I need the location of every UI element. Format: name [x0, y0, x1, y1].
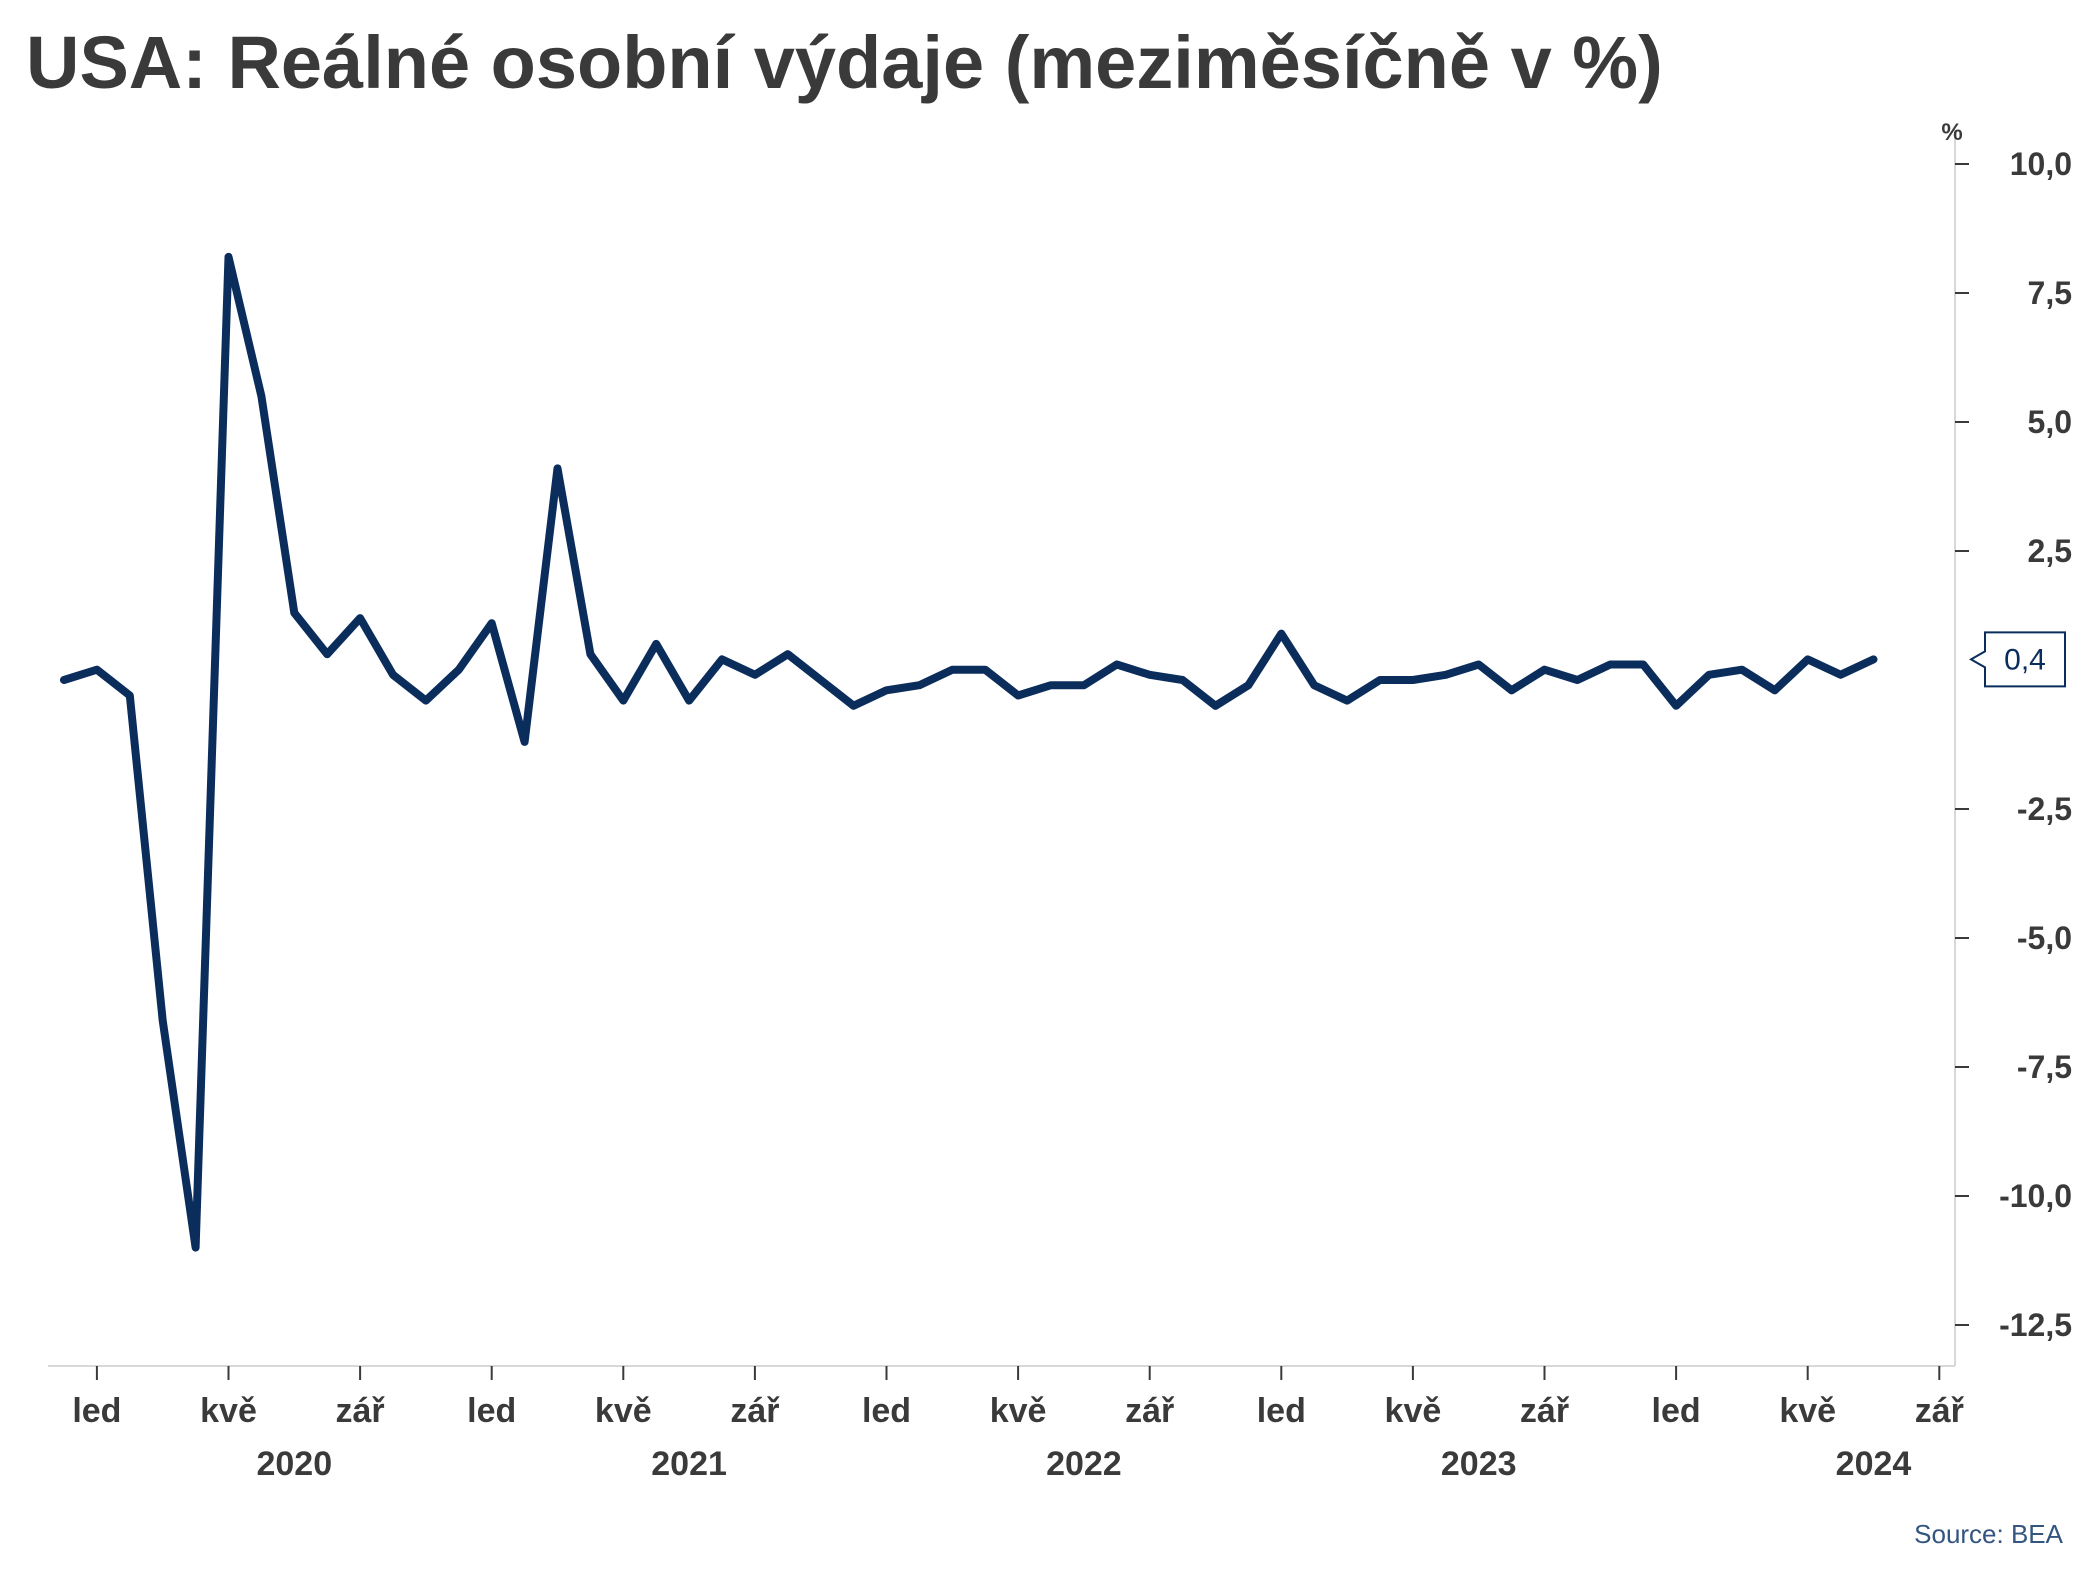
y-tick-label: -7,5 — [2017, 1049, 2072, 1085]
series-points — [63, 256, 1874, 1248]
x-tick-label: zář — [1125, 1392, 1175, 1430]
y-tick-label: -10,0 — [1999, 1178, 2072, 1214]
x-tick-label: zář — [730, 1392, 780, 1430]
x-tick-label: kvě — [595, 1392, 652, 1430]
x-tick-label: kvě — [1385, 1392, 1442, 1430]
x-tick-label: zář — [336, 1392, 386, 1430]
x-tick-label: led — [1652, 1392, 1701, 1430]
x-year-label: 2024 — [1836, 1445, 1912, 1483]
y-axis-unit-label: % — [1941, 119, 1962, 146]
x-tick-label: led — [1257, 1392, 1306, 1430]
last-value-label: 0,4 — [2004, 643, 2046, 676]
x-year-label: 2023 — [1441, 1445, 1517, 1483]
y-tick-label: -2,5 — [2017, 791, 2072, 827]
x-tick-label: kvě — [200, 1392, 257, 1430]
x-tick-label: led — [862, 1392, 911, 1430]
x-year-label: 2022 — [1046, 1445, 1122, 1483]
source-note: Source: BEA — [1914, 1519, 2063, 1549]
x-tick-label: kvě — [1779, 1392, 1836, 1430]
x-axis: led kvě zář led kvě zář led kvě zář led kvě zář led k… — [72, 1366, 1965, 1483]
y-tick-label: 7,5 — [2028, 275, 2072, 311]
y-axis: 10,0 7,5 5,0 2,5 -2,5 -5,0 -7,5 -10,0 -12,5 — [1955, 146, 2072, 1343]
x-tick-label: zář — [1520, 1392, 1570, 1430]
y-tick-label: -5,0 — [2017, 920, 2072, 956]
chart-title: USA: Reálné osobní výdaje (meziměsíčně v… — [26, 21, 1663, 104]
x-year-label: 2020 — [256, 1445, 332, 1483]
x-tick-label: led — [72, 1392, 121, 1430]
y-tick-label: 2,5 — [2028, 533, 2072, 569]
last-value-callout: 0,4 — [1968, 631, 2066, 688]
x-tick-label: zář — [1915, 1392, 1965, 1430]
x-tick-label: kvě — [990, 1392, 1047, 1430]
x-year-label: 2021 — [651, 1445, 727, 1483]
y-tick-label: 5,0 — [2028, 404, 2072, 440]
series-line — [60, 252, 1878, 1252]
x-tick-label: led — [467, 1392, 516, 1430]
y-tick-label: 10,0 — [2010, 146, 2072, 182]
y-tick-label: -12,5 — [1999, 1307, 2072, 1343]
last-value-box — [1968, 631, 2066, 688]
